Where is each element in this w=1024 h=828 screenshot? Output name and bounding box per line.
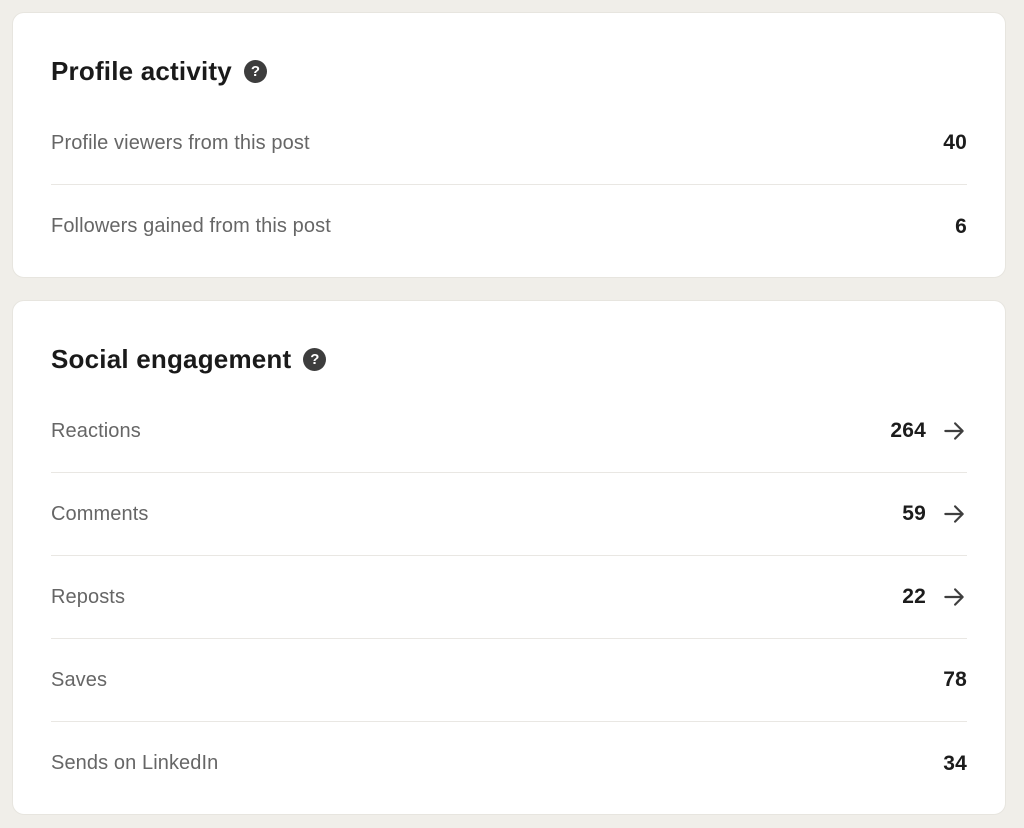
metric-row-followers-gained: Followers gained from this post 6	[51, 185, 967, 268]
social-engagement-rows: Reactions 264 Comments 59	[51, 390, 967, 814]
arrow-right-icon[interactable]	[941, 418, 967, 444]
metric-label: Saves	[51, 668, 108, 691]
profile-activity-rows: Profile viewers from this post 40 Follow…	[51, 102, 967, 277]
profile-activity-title: Profile activity	[51, 56, 232, 86]
profile-activity-header: Profile activity ?	[51, 13, 967, 87]
profile-activity-card: Profile activity ? Profile viewers from …	[12, 12, 1006, 278]
metric-value: 264	[890, 419, 926, 442]
metric-value: 59	[902, 502, 926, 525]
metric-value: 78	[943, 668, 967, 691]
arrow-right-icon[interactable]	[941, 501, 967, 527]
metric-label: Reactions	[51, 419, 141, 442]
metric-row-profile-viewers: Profile viewers from this post 40	[51, 102, 967, 185]
social-engagement-title: Social engagement	[51, 344, 292, 374]
social-engagement-card: Social engagement ? Reactions 264 Comme	[12, 300, 1006, 815]
metric-row-comments[interactable]: Comments 59	[51, 473, 967, 556]
metric-row-reactions[interactable]: Reactions 264	[51, 390, 967, 473]
metric-label: Profile viewers from this post	[51, 131, 310, 154]
help-icon[interactable]: ?	[303, 347, 327, 371]
social-engagement-header: Social engagement ?	[51, 301, 967, 375]
help-icon[interactable]: ?	[243, 59, 267, 83]
metric-value: 40	[943, 131, 967, 154]
metric-row-saves: Saves 78	[51, 639, 967, 722]
metric-label: Comments	[51, 502, 149, 525]
arrow-right-icon[interactable]	[941, 584, 967, 610]
metric-label: Followers gained from this post	[51, 215, 331, 237]
metric-row-reposts[interactable]: Reposts 22	[51, 556, 967, 639]
metric-row-sends: Sends on LinkedIn 34	[51, 722, 967, 805]
metric-value: 22	[902, 585, 926, 608]
metric-value: 6	[955, 214, 967, 238]
metric-value: 34	[943, 751, 967, 775]
metric-label: Sends on LinkedIn	[51, 752, 219, 774]
metric-label: Reposts	[51, 585, 126, 608]
